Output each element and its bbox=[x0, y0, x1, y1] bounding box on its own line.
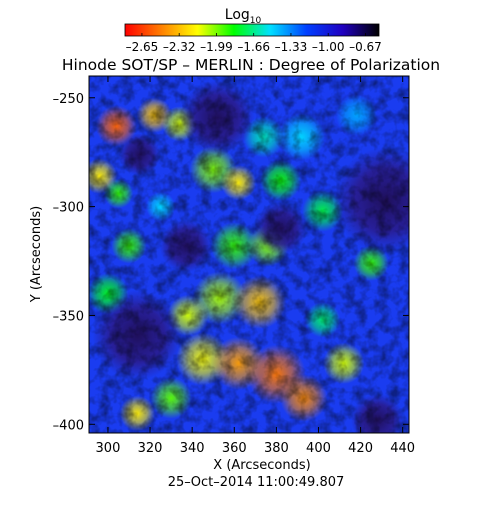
colorbar-tick-label: –1.33 bbox=[275, 40, 308, 54]
colorbar bbox=[124, 23, 380, 37]
x-tick-label: 320 bbox=[138, 441, 163, 456]
x-axis-label: X (Arcseconds) bbox=[213, 458, 310, 473]
plot-frame bbox=[88, 75, 410, 434]
x-tick-label: 340 bbox=[180, 441, 205, 456]
colorbar-title-sub: 10 bbox=[250, 16, 262, 26]
plot-area bbox=[89, 76, 409, 433]
y-axis-label: Y (Arcseconds) bbox=[29, 206, 44, 303]
colorbar-tick-label: –2.32 bbox=[163, 40, 196, 54]
colorbar-tick-label: –1.99 bbox=[200, 40, 233, 54]
texture-overlay bbox=[89, 76, 409, 433]
timestamp-footer: 25–Oct–2014 11:00:49.807 bbox=[168, 475, 345, 490]
colorbar-title: Log10 bbox=[225, 7, 262, 26]
x-tick-label: 300 bbox=[96, 441, 121, 456]
chart-title: Hinode SOT/SP – MERLIN : Degree of Polar… bbox=[62, 56, 440, 74]
y-axis: –250 –300 –350 –400 bbox=[53, 92, 409, 433]
y-tick-label: –300 bbox=[53, 201, 84, 216]
x-tick-label: 380 bbox=[264, 441, 289, 456]
x-tick-label: 400 bbox=[306, 441, 331, 456]
x-axis: 300 320 340 360 380 400 420 440 bbox=[96, 76, 415, 456]
colorbar-title-main: Log bbox=[225, 7, 250, 23]
y-tick-label: –250 bbox=[53, 92, 84, 107]
colorbar-ticks: –2.65 –2.32 –1.99 –1.66 –1.33 –1.00 –0.67 bbox=[126, 33, 382, 54]
colorbar-tick-label: –1.00 bbox=[312, 40, 345, 54]
y-tick-label: –400 bbox=[53, 418, 84, 433]
x-tick-label: 360 bbox=[222, 441, 247, 456]
colorbar-tick-label: –2.65 bbox=[126, 40, 159, 54]
y-tick-label: –350 bbox=[53, 309, 84, 324]
colorbar-tick-label: –0.67 bbox=[349, 40, 382, 54]
x-tick-label: 440 bbox=[390, 441, 415, 456]
colorbar-tick-label: –1.66 bbox=[237, 40, 270, 54]
x-tick-label: 420 bbox=[348, 441, 373, 456]
